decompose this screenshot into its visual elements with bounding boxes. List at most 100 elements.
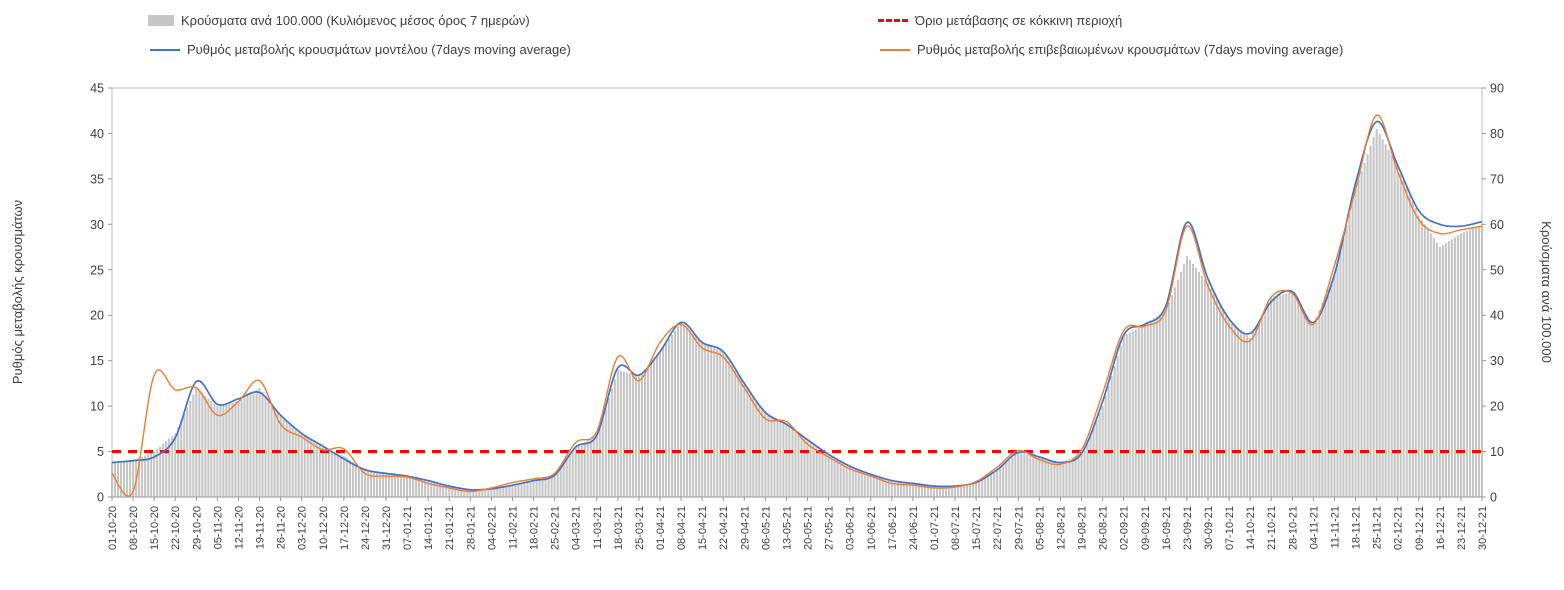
x-axis-tick: 09-12-21 [1414, 506, 1426, 550]
x-axis-tick: 23-09-21 [1182, 506, 1194, 550]
left-axis-tick: 0 [97, 491, 104, 505]
x-axis-tick: 27-05-21 [824, 506, 836, 550]
x-axis-tick: 26-11-20 [276, 506, 288, 549]
x-axis-tick: 21-10-21 [1266, 506, 1278, 550]
x-axis-tick: 19-08-21 [1077, 506, 1089, 550]
x-axis-tick: 18-11-21 [1351, 506, 1363, 549]
right-axis-tick: 50 [1490, 263, 1504, 277]
x-axis-tick: 11-02-21 [507, 506, 519, 549]
model-line [111, 120, 1483, 491]
left-axis-tick: 15 [90, 354, 104, 368]
x-axis-tick: 12-08-21 [1055, 506, 1067, 550]
x-axis-tick: 21-01-21 [444, 506, 456, 550]
x-axis-tick: 08-07-21 [950, 506, 962, 550]
x-axis-tick: 01-10-20 [107, 506, 119, 550]
x-axis-tick: 05-08-21 [1034, 506, 1046, 550]
right-axis-tick: 20 [1490, 400, 1504, 414]
x-axis-tick: 16-12-21 [1435, 506, 1447, 550]
x-axis-tick: 05-11-20 [212, 506, 224, 549]
x-axis-tick: 28-01-21 [465, 506, 477, 550]
x-axis-tick: 11-03-21 [592, 506, 604, 549]
confirmed-line [111, 114, 1483, 497]
x-axis-tick: 02-12-21 [1393, 506, 1405, 550]
bars-series [110, 128, 1484, 498]
left-axis-tick: 45 [90, 82, 104, 96]
right-axis-tick: 30 [1490, 354, 1504, 368]
x-axis-tick: 22-07-21 [992, 506, 1004, 550]
legend-label-cases-bars: Κρούσματα ανά 100.000 (Κυλιόμενος μέσος … [181, 13, 530, 28]
x-axis-tick: 09-09-21 [1140, 506, 1152, 550]
left-axis-tick: 5 [97, 445, 104, 459]
confirmed-line-swatch-icon [880, 48, 910, 51]
left-axis-tick: 40 [90, 127, 104, 141]
x-axis-tick: 15-10-20 [149, 506, 161, 550]
right-axis-tick: 70 [1490, 172, 1504, 186]
x-axis-tick: 26-08-21 [1098, 506, 1110, 550]
x-axis-tick: 25-03-21 [634, 506, 646, 550]
x-axis-tick: 16-09-21 [1161, 506, 1173, 550]
x-axis-tick: 06-05-21 [760, 506, 772, 550]
legend-label-confirmed: Ρυθμός μεταβολής επιβεβαιωμένων κρουσμάτ… [917, 42, 1344, 57]
x-axis-tick: 31-12-20 [381, 506, 393, 550]
x-axis-tick: 04-11-21 [1308, 506, 1320, 549]
x-axis-tick: 24-06-21 [908, 506, 920, 550]
x-axis-tick: 01-04-21 [655, 506, 667, 550]
x-axis-tick: 04-02-21 [486, 506, 498, 550]
x-axis-tick: 29-04-21 [739, 506, 751, 550]
x-axis-tick: 24-12-20 [360, 506, 372, 550]
x-axis-tick: 14-01-21 [423, 506, 435, 550]
x-axis-tick: 25-11-21 [1372, 506, 1384, 549]
left-axis-tick: 30 [90, 218, 104, 232]
x-axis-tick: 02-09-21 [1119, 506, 1131, 550]
x-axis-tick: 08-10-20 [128, 506, 140, 550]
x-axis-tick: 13-05-21 [781, 506, 793, 550]
left-axis-tick: 20 [90, 309, 104, 323]
legend-label-model: Ρυθμός μεταβολής κρουσμάτων μοντέλου (7d… [187, 42, 571, 57]
x-axis-tick: 18-03-21 [613, 506, 625, 550]
right-axis-tick: 90 [1490, 82, 1504, 96]
x-axis-tick: 25-02-21 [550, 506, 562, 550]
x-axis-tick: 30-09-21 [1203, 506, 1215, 550]
legend-item-threshold: Όριο μετάβασης σε κόκκινη περιοχή [878, 13, 1122, 28]
x-axis-tick: 23-12-21 [1456, 506, 1468, 550]
x-axis-tick: 17-06-21 [887, 506, 899, 550]
x-axis-tick: 03-06-21 [845, 506, 857, 550]
x-axis-tick: 08-04-21 [676, 506, 688, 550]
x-axis-tick: 10-06-21 [866, 506, 878, 550]
x-axis-tick: 07-10-21 [1224, 506, 1236, 550]
model-line-swatch-icon [150, 48, 180, 51]
x-axis-tick: 12-11-20 [233, 506, 245, 549]
right-axis-tick: 0 [1490, 491, 1497, 505]
x-axis-tick: 01-07-21 [929, 506, 941, 550]
right-axis-tick: 40 [1490, 309, 1504, 323]
right-axis-tick: 60 [1490, 218, 1504, 232]
legend-item-confirmed: Ρυθμός μεταβολής επιβεβαιωμένων κρουσμάτ… [880, 42, 1343, 57]
x-axis-tick: 30-12-21 [1477, 506, 1489, 550]
x-axis-tick: 17-12-20 [339, 506, 351, 550]
x-axis-tick: 07-01-21 [402, 506, 414, 550]
bar-series-swatch-icon [148, 15, 174, 26]
x-axis-tick: 19-11-20 [255, 506, 267, 549]
x-axis-tick: 15-04-21 [697, 506, 709, 550]
x-axis-tick: 11-11-21 [1329, 506, 1341, 548]
threshold-dash-swatch-icon [878, 19, 908, 22]
legend-label-threshold: Όριο μετάβασης σε κόκκινη περιοχή [915, 13, 1123, 28]
x-axis-tick: 29-07-21 [1013, 506, 1025, 550]
legend-item-model: Ρυθμός μεταβολής κρουσμάτων μοντέλου (7d… [150, 42, 571, 57]
legend-item-cases-bars: Κρούσματα ανά 100.000 (Κυλιόμενος μέσος … [148, 13, 530, 28]
x-axis-tick: 20-05-21 [803, 506, 815, 550]
left-axis-tick: 25 [90, 263, 104, 277]
left-axis-tick: 35 [90, 172, 104, 186]
x-axis-tick: 14-10-21 [1245, 506, 1257, 550]
x-axis-tick: 04-03-21 [571, 506, 583, 550]
x-axis-tick: 22-04-21 [718, 506, 730, 550]
x-axis-tick: 29-10-20 [191, 506, 203, 550]
right-axis-tick: 10 [1490, 445, 1504, 459]
x-axis-tick: 18-02-21 [529, 506, 541, 550]
x-axis-tick: 28-10-21 [1287, 506, 1299, 550]
x-axis-tick: 22-10-20 [170, 506, 182, 550]
left-axis-tick: 10 [90, 400, 104, 414]
x-axis-tick: 10-12-20 [318, 506, 330, 550]
